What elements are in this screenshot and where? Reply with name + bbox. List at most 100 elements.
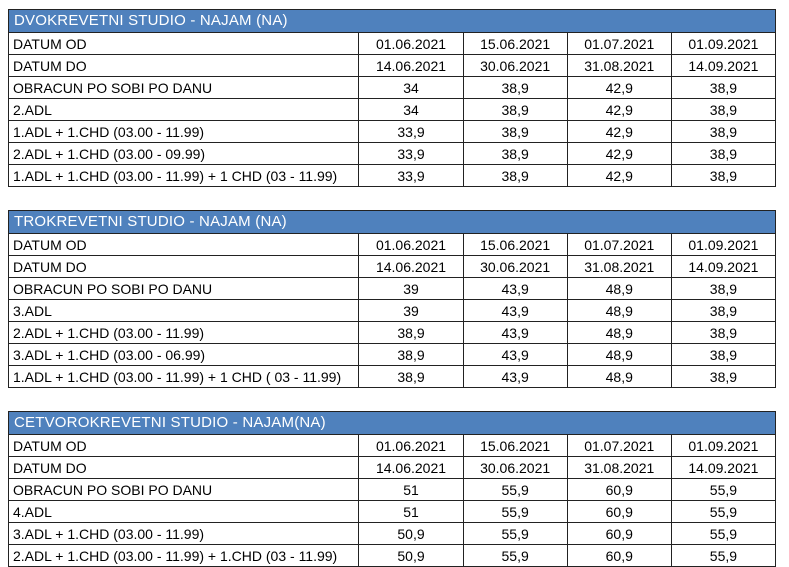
row-label: 2.ADL [7, 98, 360, 121]
value-cell: 14.09.2021 [670, 255, 777, 278]
value-cell: 51 [358, 500, 464, 523]
value-cell: 30.06.2021 [462, 456, 568, 479]
price-table: DATUM OD 01.06.2021 15.06.2021 01.07.2021 01… [7, 434, 777, 567]
value-cell: 31.08.2021 [566, 255, 672, 278]
value-cell: 43,9 [462, 299, 568, 322]
value-cell: 15.06.2021 [462, 233, 568, 256]
row-label: DATUM OD [7, 32, 360, 55]
row-label: 2.ADL + 1.CHD (03.00 - 09.99) [7, 142, 360, 165]
table-row: 3.ADL + 1.CHD (03.00 - 11.99) 50,9 55,9 60,… [7, 522, 777, 545]
value-cell: 38,9 [462, 142, 568, 165]
value-cell: 33,9 [358, 120, 464, 143]
value-cell: 15.06.2021 [462, 434, 568, 457]
row-label: 3.ADL [7, 299, 360, 322]
table-row: DATUM DO 14.06.2021 30.06.2021 31.08.2021 14… [7, 255, 777, 278]
value-cell: 38,9 [462, 120, 568, 143]
table-row: 2.ADL 34 38,9 42,9 38,9 [7, 98, 777, 121]
table-trokrevetni-studio: TROKREVETNI STUDIO - NAJAM (NA) DATUM OD… [7, 210, 777, 388]
value-cell: 01.09.2021 [670, 32, 777, 55]
value-cell: 38,9 [670, 321, 777, 344]
table-row: DATUM DO 14.06.2021 30.06.2021 31.08.2021 14… [7, 54, 777, 77]
row-label: DATUM OD [7, 434, 360, 457]
value-cell: 33,9 [358, 142, 464, 165]
value-cell: 14.09.2021 [670, 54, 777, 77]
value-cell: 31.08.2021 [566, 54, 672, 77]
row-label: OBRACUN PO SOBI PO DANU [7, 76, 360, 99]
table-row: DATUM OD 01.06.2021 15.06.2021 01.07.2021 01… [7, 233, 777, 256]
value-cell: 55,9 [670, 544, 777, 567]
table-row: 2.ADL + 1.CHD (03.00 - 11.99) 38,9 43,9 48,… [7, 321, 777, 344]
row-label: 4.ADL [7, 500, 360, 523]
table-row: OBRACUN PO SOBI PO DANU 39 43,9 48,9 38,9 [7, 277, 777, 300]
table-row: 4.ADL 51 55,9 60,9 55,9 [7, 500, 777, 523]
table-row: 3.ADL + 1.CHD (03.00 - 06.99) 38,9 43,9 48,… [7, 343, 777, 366]
value-cell: 38,9 [358, 365, 464, 388]
value-cell: 33,9 [358, 164, 464, 187]
row-label: OBRACUN PO SOBI PO DANU [7, 277, 360, 300]
table-row: OBRACUN PO SOBI PO DANU 51 55,9 60,9 55,9 [7, 478, 777, 501]
value-cell: 48,9 [566, 365, 672, 388]
value-cell: 38,9 [670, 164, 777, 187]
value-cell: 01.06.2021 [358, 32, 464, 55]
table-row: 3.ADL 39 43,9 48,9 38,9 [7, 299, 777, 322]
table-dvokrevetni-studio: DVOKREVETNI STUDIO - NAJAM (NA) DATUM OD… [7, 9, 777, 187]
row-label: 1.ADL + 1.CHD (03.00 - 11.99) + 1 CHD ( … [7, 365, 360, 388]
value-cell: 38,9 [670, 277, 777, 300]
row-label: DATUM DO [7, 54, 360, 77]
value-cell: 38,9 [358, 343, 464, 366]
value-cell: 30.06.2021 [462, 54, 568, 77]
value-cell: 43,9 [462, 277, 568, 300]
value-cell: 01.09.2021 [670, 434, 777, 457]
value-cell: 14.09.2021 [670, 456, 777, 479]
table-row: 2.ADL + 1.CHD (03.00 - 11.99) + 1.CHD (0… [7, 544, 777, 567]
value-cell: 55,9 [462, 478, 568, 501]
row-label: 3.ADL + 1.CHD (03.00 - 11.99) [7, 522, 360, 545]
value-cell: 14.06.2021 [358, 54, 464, 77]
price-table: DATUM OD 01.06.2021 15.06.2021 01.07.2021 01… [7, 32, 777, 187]
value-cell: 15.06.2021 [462, 32, 568, 55]
value-cell: 42,9 [566, 142, 672, 165]
table-row: 2.ADL + 1.CHD (03.00 - 09.99) 33,9 38,9 42,… [7, 142, 777, 165]
value-cell: 01.06.2021 [358, 233, 464, 256]
row-label: DATUM OD [7, 233, 360, 256]
value-cell: 39 [358, 299, 464, 322]
value-cell: 34 [358, 76, 464, 99]
row-label: 3.ADL + 1.CHD (03.00 - 06.99) [7, 343, 360, 366]
value-cell: 14.06.2021 [358, 255, 464, 278]
value-cell: 38,9 [670, 76, 777, 99]
value-cell: 43,9 [462, 321, 568, 344]
value-cell: 42,9 [566, 120, 672, 143]
value-cell: 48,9 [566, 321, 672, 344]
table-row: 1.ADL + 1.CHD (03.00 - 11.99) + 1 CHD (0… [7, 164, 777, 187]
value-cell: 14.06.2021 [358, 456, 464, 479]
value-cell: 60,9 [566, 478, 672, 501]
value-cell: 38,9 [462, 98, 568, 121]
table-title: CETVOROKREVETNI STUDIO - NAJAM(NA) [8, 411, 776, 434]
value-cell: 01.09.2021 [670, 233, 777, 256]
table-title: DVOKREVETNI STUDIO - NAJAM (NA) [8, 9, 776, 32]
table-row: DATUM DO 14.06.2021 30.06.2021 31.08.2021 14… [7, 456, 777, 479]
row-label: DATUM DO [7, 255, 360, 278]
value-cell: 38,9 [670, 142, 777, 165]
value-cell: 01.07.2021 [566, 233, 672, 256]
value-cell: 42,9 [566, 164, 672, 187]
value-cell: 31.08.2021 [566, 456, 672, 479]
value-cell: 38,9 [670, 343, 777, 366]
value-cell: 38,9 [670, 98, 777, 121]
row-label: 2.ADL + 1.CHD (03.00 - 11.99) + 1.CHD (0… [7, 544, 360, 567]
value-cell: 01.07.2021 [566, 434, 672, 457]
value-cell: 51 [358, 478, 464, 501]
value-cell: 34 [358, 98, 464, 121]
table-cetvorokrevetni-studio: CETVOROKREVETNI STUDIO - NAJAM(NA) DATUM… [7, 411, 777, 567]
value-cell: 55,9 [462, 522, 568, 545]
price-table: DATUM OD 01.06.2021 15.06.2021 01.07.2021 01… [7, 233, 777, 388]
table-row: DATUM OD 01.06.2021 15.06.2021 01.07.2021 01… [7, 32, 777, 55]
value-cell: 48,9 [566, 277, 672, 300]
value-cell: 50,9 [358, 544, 464, 567]
value-cell: 48,9 [566, 299, 672, 322]
value-cell: 01.07.2021 [566, 32, 672, 55]
table-row: OBRACUN PO SOBI PO DANU 34 38,9 42,9 38,9 [7, 76, 777, 99]
row-label: 1.ADL + 1.CHD (03.00 - 11.99) [7, 120, 360, 143]
value-cell: 42,9 [566, 76, 672, 99]
value-cell: 38,9 [358, 321, 464, 344]
